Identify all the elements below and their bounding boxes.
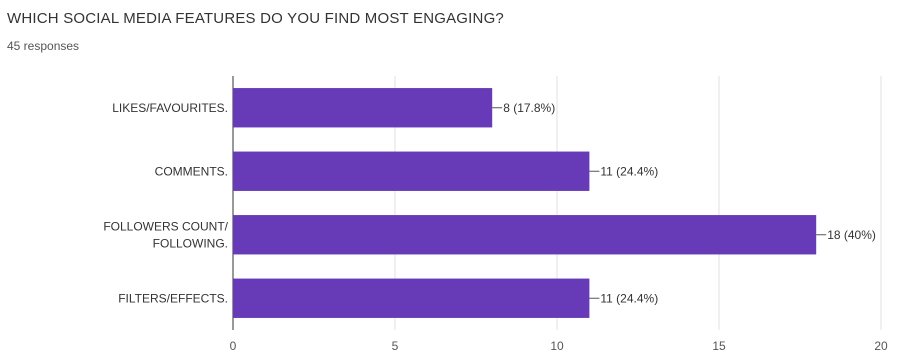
x-tick-label: 15 [712, 339, 726, 353]
bar [233, 278, 590, 318]
category-label: COMMENTS. [155, 164, 228, 178]
data-label: 11 (24.4%) [600, 291, 658, 305]
category-label: LIKES/FAVOURITES. [112, 101, 228, 115]
x-tick-label: 0 [230, 339, 237, 353]
bar [233, 151, 590, 191]
category-label: FILTERS/EFFECTS. [118, 291, 228, 305]
data-label: 18 (40%) [827, 228, 876, 242]
data-label: 8 (17.8%) [503, 101, 555, 115]
chart-title: WHICH SOCIAL MEDIA FEATURES DO YOU FIND … [7, 10, 504, 27]
bar [233, 88, 493, 128]
x-tick-label: 5 [392, 339, 399, 353]
bar [233, 215, 817, 255]
category-label: FOLLOWERS COUNT/FOLLOWING. [103, 219, 228, 250]
response-count: 45 responses [7, 39, 80, 53]
x-tick-label: 10 [550, 339, 564, 353]
data-label: 11 (24.4%) [600, 164, 658, 178]
x-tick-label: 20 [874, 339, 888, 353]
